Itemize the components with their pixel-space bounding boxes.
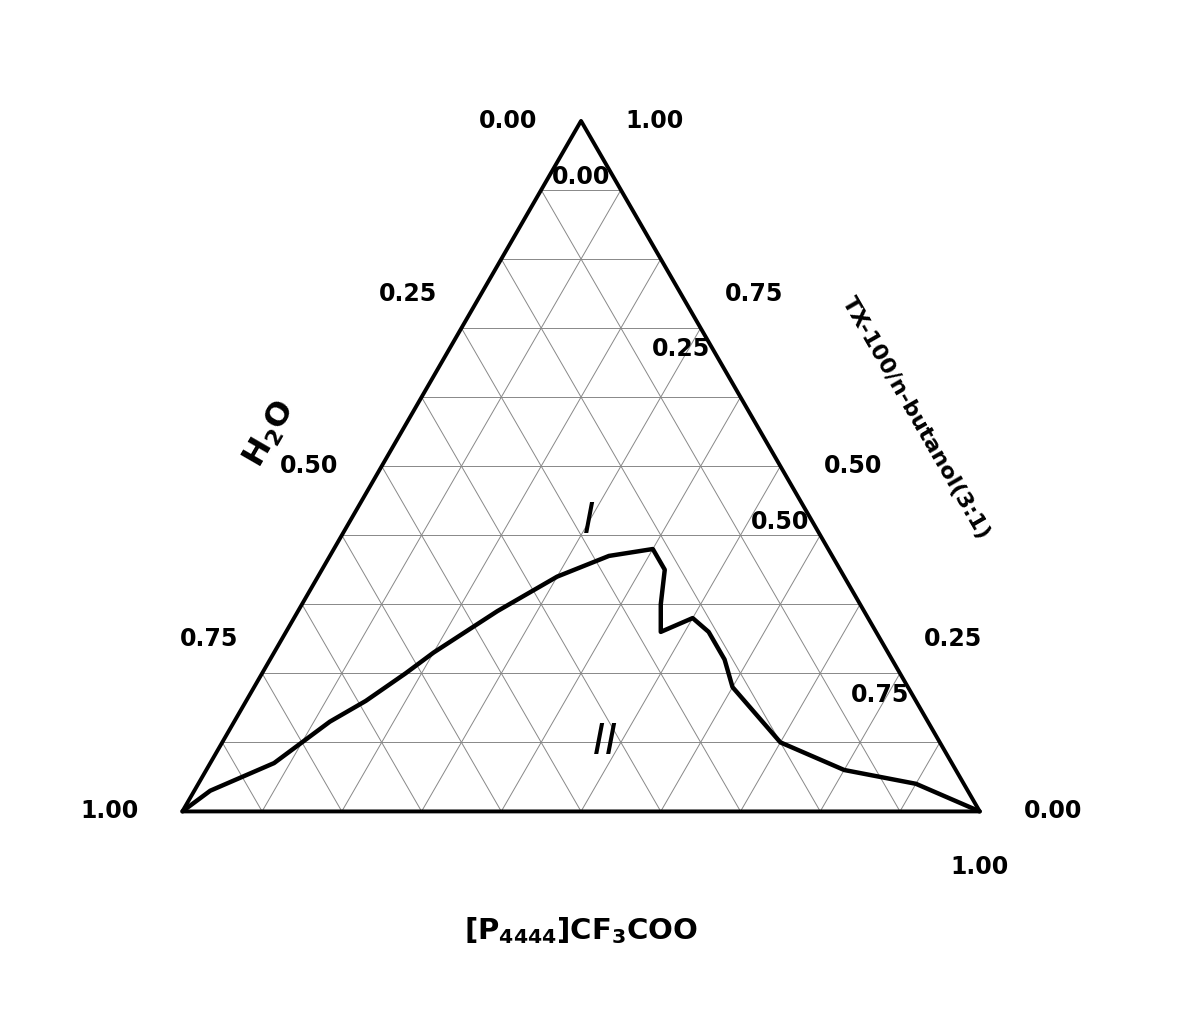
Text: 0.25: 0.25 (924, 627, 982, 651)
Text: 0.50: 0.50 (824, 454, 882, 478)
Text: 0.50: 0.50 (280, 454, 338, 478)
Text: 0.00: 0.00 (1024, 800, 1082, 823)
Text: $\mathbf{H_2O}$: $\mathbf{H_2O}$ (238, 396, 302, 473)
Text: TX-100/n-butanol(3:1): TX-100/n-butanol(3:1) (839, 294, 994, 543)
Text: 0.25: 0.25 (380, 282, 438, 305)
Text: 0.50: 0.50 (751, 510, 810, 534)
Text: 0.75: 0.75 (725, 282, 783, 305)
Text: $\mathit{I}$: $\mathit{I}$ (582, 501, 595, 543)
Text: $\mathit{II}$: $\mathit{II}$ (592, 722, 618, 764)
Text: 1.00: 1.00 (951, 855, 1009, 879)
Text: $\mathbf{[P_{4444}]CF_3COO}$: $\mathbf{[P_{4444}]CF_3COO}$ (464, 915, 697, 946)
Text: 0.00: 0.00 (479, 109, 537, 133)
Text: 0.25: 0.25 (651, 337, 710, 362)
Text: 0.75: 0.75 (850, 683, 910, 706)
Text: 0.00: 0.00 (551, 164, 611, 189)
Text: 1.00: 1.00 (81, 800, 139, 823)
Text: 0.75: 0.75 (180, 627, 238, 651)
Text: 1.00: 1.00 (625, 109, 683, 133)
